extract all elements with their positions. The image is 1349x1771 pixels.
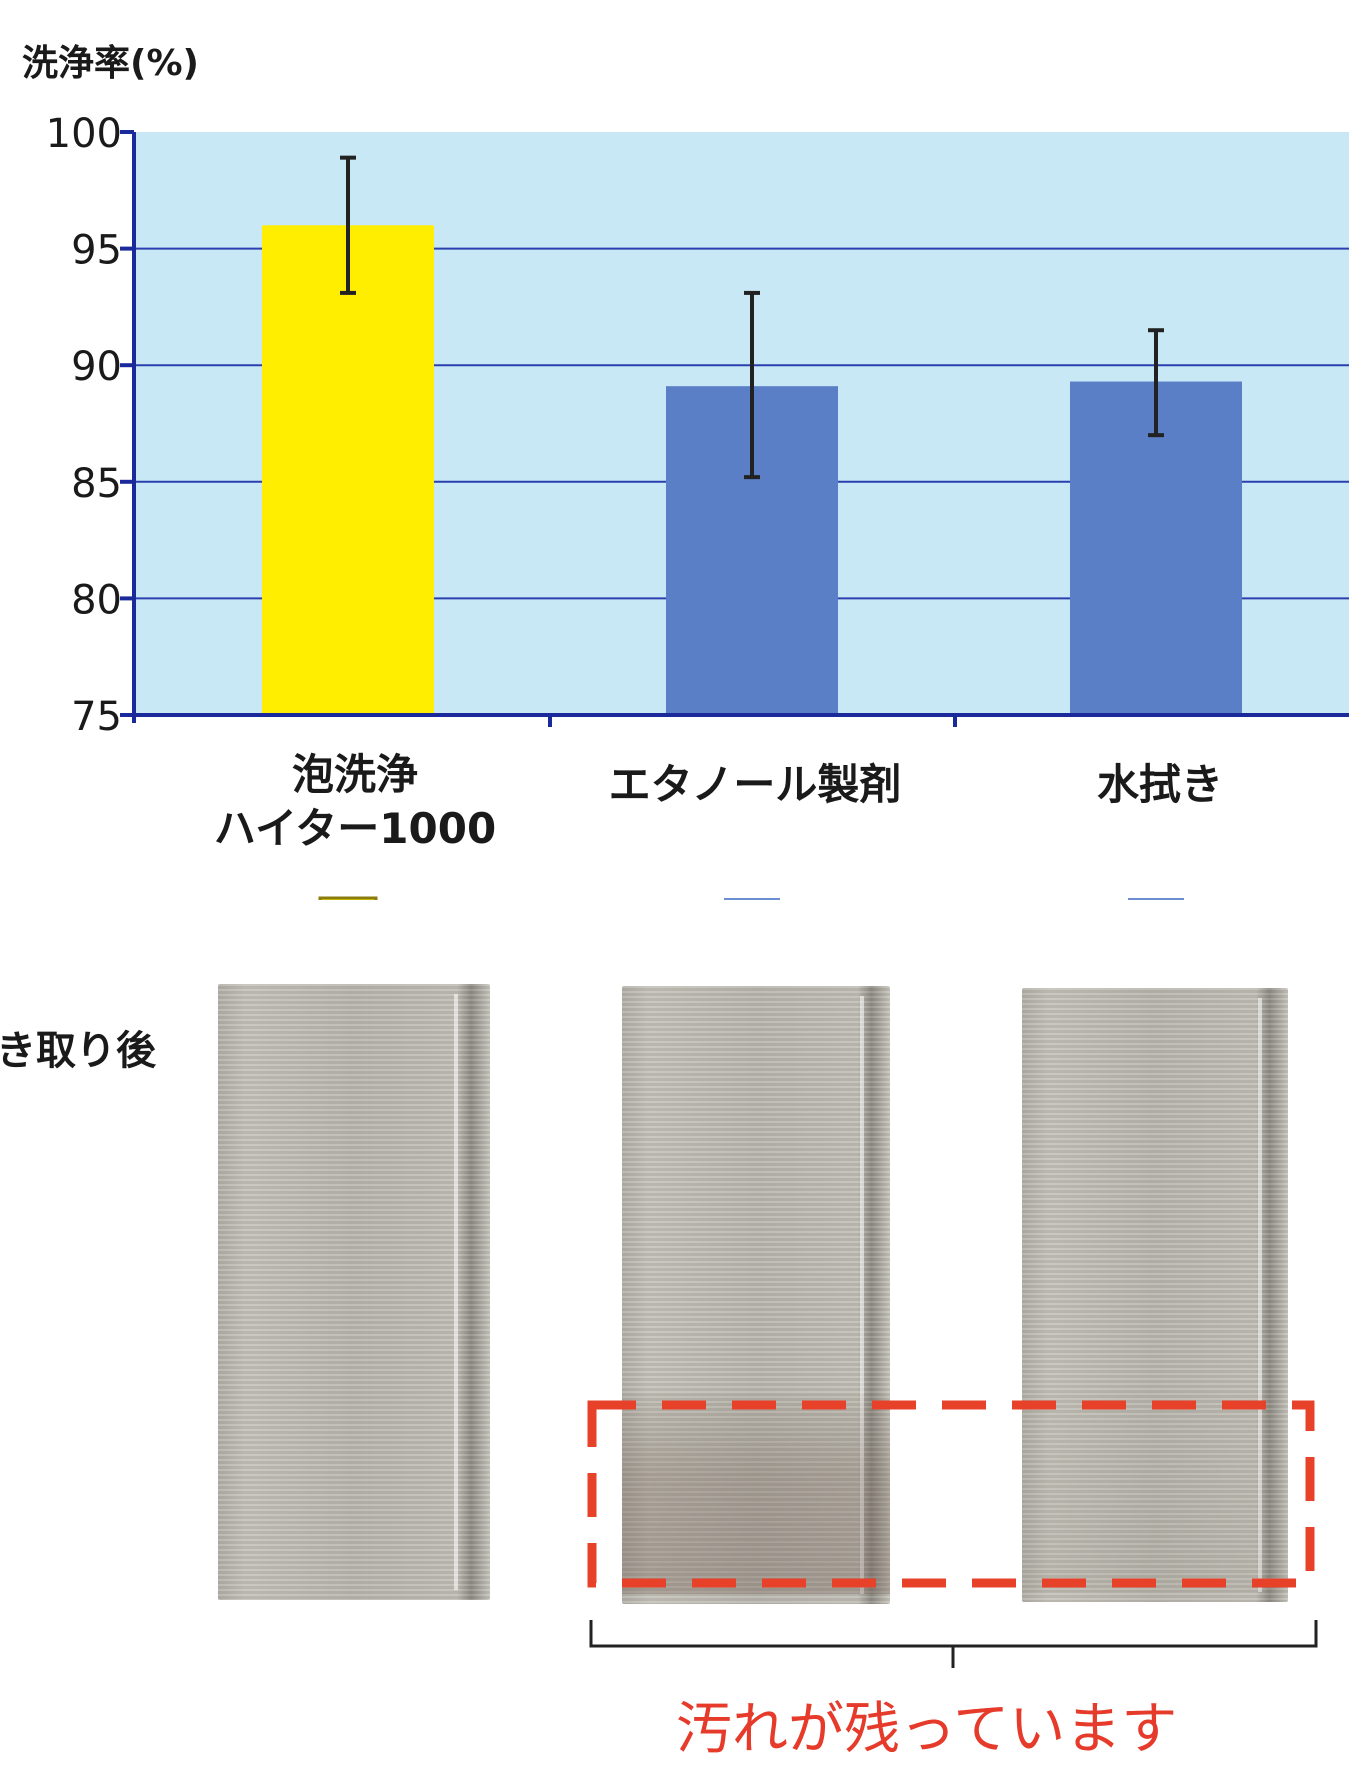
y-axis-label: 洗浄率(%) — [22, 43, 199, 84]
category-label-line: 水拭き — [1096, 760, 1223, 809]
panel-edge-highlight — [860, 996, 864, 1594]
sample-panel-water-wipe — [1022, 988, 1288, 1602]
down-arrow-icon — [1128, 898, 1184, 900]
category-label-line: ハイター1000 — [213, 804, 497, 853]
down-arrow-icon — [318, 896, 378, 900]
sample-panel-ethanol — [622, 986, 890, 1604]
bar-chart: 75 80 85 90 95 100 — [46, 111, 1349, 900]
residue-stain — [622, 1394, 890, 1594]
y-tick-label: 90 — [71, 344, 122, 390]
residue-note: 汚れが残っています — [676, 1697, 1178, 1762]
bar — [262, 225, 434, 715]
category-label-ethanol: エタノール製剤 — [570, 758, 940, 812]
category-label-water-wipe: 水拭き — [1020, 758, 1300, 812]
down-arrow-icon — [724, 898, 780, 900]
y-tick-label: 85 — [71, 461, 122, 507]
sample-panel-foam — [218, 984, 490, 1600]
photo-row-label: き取り後 — [0, 1028, 156, 1074]
grouping-bracket — [589, 1620, 1318, 1668]
y-tick-label: 80 — [71, 577, 122, 623]
category-label-foam: 泡洗浄 ハイター1000 — [190, 748, 520, 856]
y-tick-label: 100 — [46, 111, 122, 157]
panel-edge-highlight — [1258, 998, 1262, 1592]
y-tick-label: 75 — [71, 694, 122, 740]
y-tick-label: 95 — [71, 228, 122, 274]
residue-stain — [1022, 1392, 1288, 1592]
category-label-line: エタノール製剤 — [608, 760, 902, 809]
panel-edge-highlight — [454, 994, 458, 1590]
category-label-line: 泡洗浄 — [291, 750, 418, 799]
